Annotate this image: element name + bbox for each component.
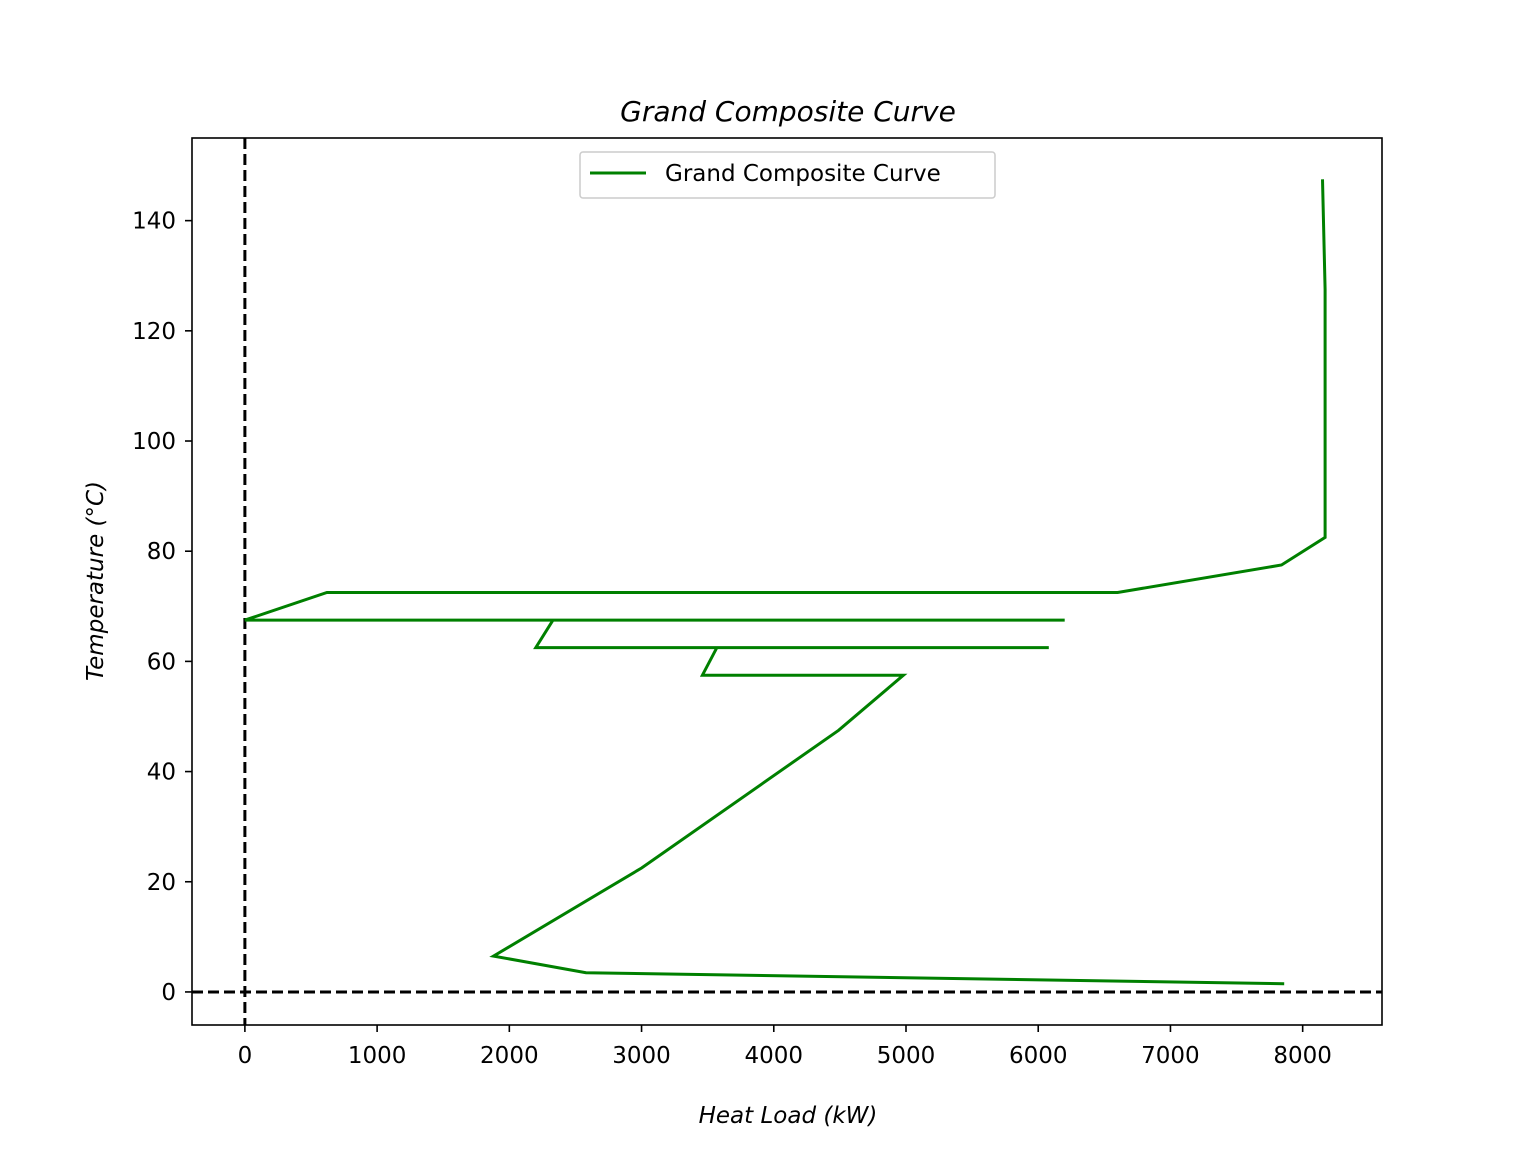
legend: Grand Composite Curve xyxy=(579,151,996,199)
legend-box xyxy=(579,151,996,199)
y-axis-title: Temperature (°C) xyxy=(83,481,109,681)
x-tick-label: 4000 xyxy=(745,1043,804,1069)
x-tick-label: 8000 xyxy=(1273,1043,1332,1069)
y-tick-label: 0 xyxy=(161,980,176,1006)
x-tick-label: 6000 xyxy=(1009,1043,1068,1069)
y-tick-label: 80 xyxy=(147,539,176,565)
y-tick-label: 40 xyxy=(147,760,176,786)
x-tick-label: 1000 xyxy=(348,1043,407,1069)
plot-area xyxy=(191,137,1383,1026)
x-tick-label: 7000 xyxy=(1141,1043,1200,1069)
chart-title: Grand Composite Curve xyxy=(620,95,956,128)
x-tick-label: 3000 xyxy=(612,1043,671,1069)
y-tick-label: 60 xyxy=(147,649,176,675)
axis-ticks: 0 1000 2000 3000 4000 5000 6000 7000 8000 0 20 40 60… xyxy=(132,209,1332,1069)
series-line-0 xyxy=(244,179,1327,986)
y-tick-label: 100 xyxy=(132,429,176,455)
y-tick-label: 140 xyxy=(132,209,176,235)
legend-label: Grand Composite Curve xyxy=(665,161,941,187)
y-tick-label: 120 xyxy=(132,319,176,345)
x-axis-title: Heat Load (kW) xyxy=(699,1103,878,1129)
plot-frame xyxy=(191,137,1383,1026)
x-tick-label: 2000 xyxy=(480,1043,539,1069)
x-tick-label: 0 xyxy=(238,1043,253,1069)
x-tick-label: 5000 xyxy=(877,1043,936,1069)
y-tick-label: 20 xyxy=(147,870,176,896)
